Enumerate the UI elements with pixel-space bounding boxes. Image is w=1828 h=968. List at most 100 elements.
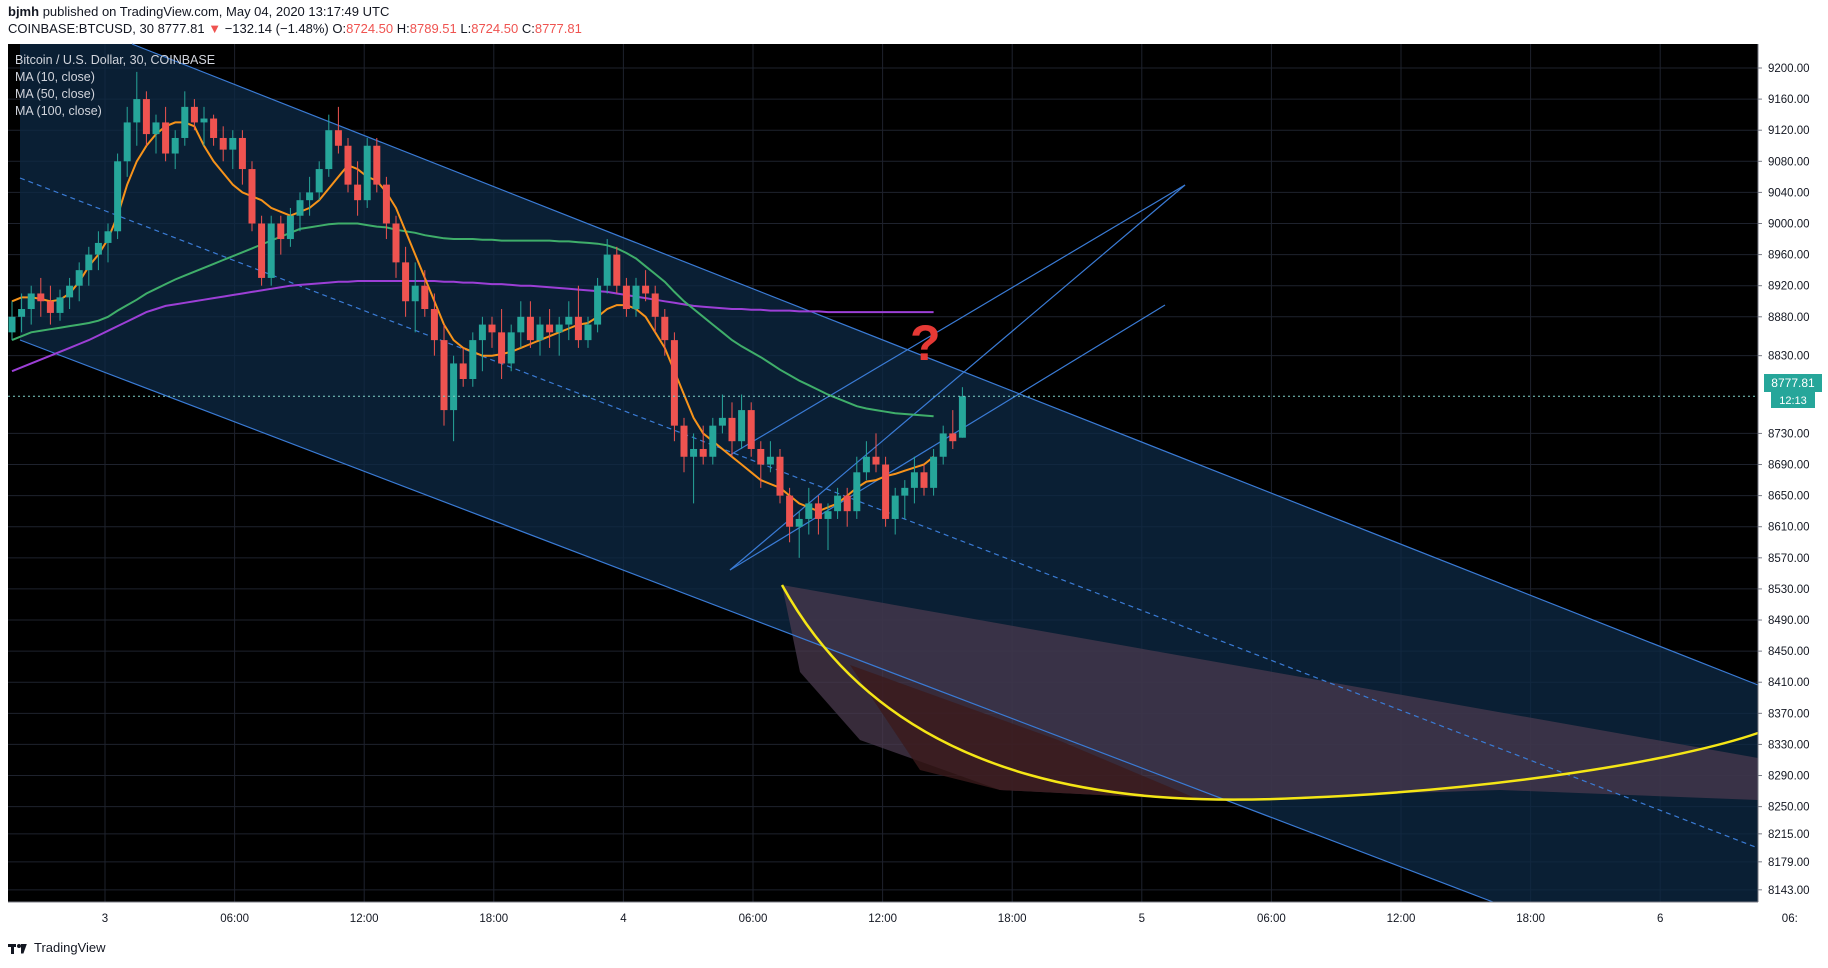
x-tick-label: 12:00: [350, 913, 379, 925]
channel-lower-line: [19, 339, 1494, 903]
candle-body: [786, 495, 794, 527]
candle-body: [210, 118, 218, 138]
candle-body: [152, 122, 160, 135]
candle-body: [584, 324, 592, 341]
candle-body: [690, 448, 698, 457]
symbol-label: COINBASE:BTCUSD, 30: [8, 21, 154, 36]
candle-body: [824, 511, 832, 519]
candle-body: [498, 332, 506, 364]
candle-body: [642, 285, 650, 294]
candle-body: [171, 137, 179, 154]
x-tick-label: 06:00: [220, 913, 249, 925]
candle-body: [670, 340, 678, 426]
candle-body: [834, 495, 842, 512]
price-tag-bg: [1764, 374, 1822, 392]
time-axis[interactable]: [0, 902, 1828, 932]
price-axis[interactable]: [1758, 44, 1828, 902]
y-tick-label: 8960.00: [1768, 250, 1810, 262]
candle-body: [718, 417, 726, 426]
candle-body: [277, 223, 285, 240]
ma50-line: [11, 222, 934, 418]
candle-body: [536, 324, 544, 341]
candle-body: [411, 285, 419, 302]
rising-channel-upper: [729, 184, 1186, 456]
candle-body: [622, 285, 630, 310]
candle-body: [757, 448, 765, 465]
candle-body: [267, 223, 275, 278]
x-tick-label: 3: [102, 913, 108, 925]
author-name[interactable]: bjmh: [8, 4, 40, 19]
x-tick-label: 18:00: [998, 913, 1027, 925]
y-tick-label: 8830.00: [1768, 351, 1810, 363]
candle-body: [795, 518, 803, 527]
candle-body: [56, 297, 64, 313]
candle-body: [27, 293, 35, 310]
publish-info: bjmh published on TradingView.com, May 0…: [8, 4, 389, 19]
candle-body: [901, 487, 909, 496]
candle-body: [766, 456, 774, 465]
time-tag-bg: [1771, 392, 1815, 408]
y-tick-label: 8730.00: [1768, 428, 1810, 440]
candle-body: [286, 215, 294, 240]
last-price: 8777.81: [157, 21, 205, 36]
candle-body: [373, 145, 381, 185]
y-tick-label: 8920.00: [1768, 281, 1810, 293]
y-tick-label: 8650.00: [1768, 491, 1810, 503]
candle-body: [315, 169, 323, 193]
candle-body: [133, 99, 141, 123]
legend-ma100[interactable]: MA (100, close): [15, 104, 102, 118]
candle-body: [574, 316, 582, 341]
low-value: 8724.50: [471, 21, 519, 36]
candles: [8, 71, 966, 558]
candle-body: [930, 456, 938, 488]
x-tick-label: 12:00: [1387, 913, 1416, 925]
target-zone-dark: [850, 665, 1200, 800]
candle-body: [363, 145, 371, 201]
legend-ma50[interactable]: MA (50, close): [15, 87, 95, 101]
candle-body: [334, 130, 342, 146]
candle-body: [392, 223, 400, 263]
y-tick-label: 8570.00: [1768, 553, 1810, 565]
candle-body: [728, 417, 736, 442]
candle-body: [632, 285, 640, 310]
brand-name[interactable]: TradingView: [34, 940, 106, 955]
candle-body: [814, 503, 822, 519]
candle-body: [613, 254, 621, 286]
candle-body: [238, 137, 246, 170]
candle-body: [325, 130, 333, 170]
candle-body: [872, 456, 880, 465]
candle-body: [661, 316, 669, 341]
candle-body: [123, 122, 131, 162]
y-tick-label: 8215.00: [1768, 829, 1810, 841]
candle-body: [853, 472, 861, 512]
legend-ma10[interactable]: MA (10, close): [15, 70, 95, 84]
tradingview-logo-icon: [8, 941, 30, 955]
candle-body: [958, 396, 966, 438]
candle-body: [920, 472, 928, 488]
candle-body: [219, 137, 227, 150]
candle-body: [776, 456, 784, 496]
candle-body: [229, 137, 237, 150]
candle-body: [651, 293, 659, 317]
x-tick-label: 12:00: [868, 913, 897, 925]
low-label: L:: [460, 21, 472, 36]
candle-body: [248, 169, 256, 224]
y-tick-label: 9000.00: [1768, 219, 1810, 231]
price-tag: 8777.81: [1771, 376, 1815, 390]
open-label: O:: [332, 21, 347, 36]
publish-text: published on TradingView.com, May 04, 20…: [42, 4, 390, 19]
time-tag: 12:13: [1779, 395, 1807, 407]
legend-title: Bitcoin / U.S. Dollar, 30, COINBASE: [15, 53, 215, 67]
y-tick-label: 8290.00: [1768, 771, 1810, 783]
change-down-icon: ▼: [208, 21, 222, 36]
candle-body: [555, 324, 563, 333]
candle-body: [488, 324, 496, 333]
x-tick-label: 4: [620, 913, 627, 925]
candle-body: [805, 503, 813, 519]
candle-body: [862, 456, 870, 473]
candle-body: [939, 433, 947, 457]
y-tick-label: 8370.00: [1768, 708, 1810, 720]
candle-body: [891, 495, 899, 519]
x-tick-label: 18:00: [479, 913, 508, 925]
